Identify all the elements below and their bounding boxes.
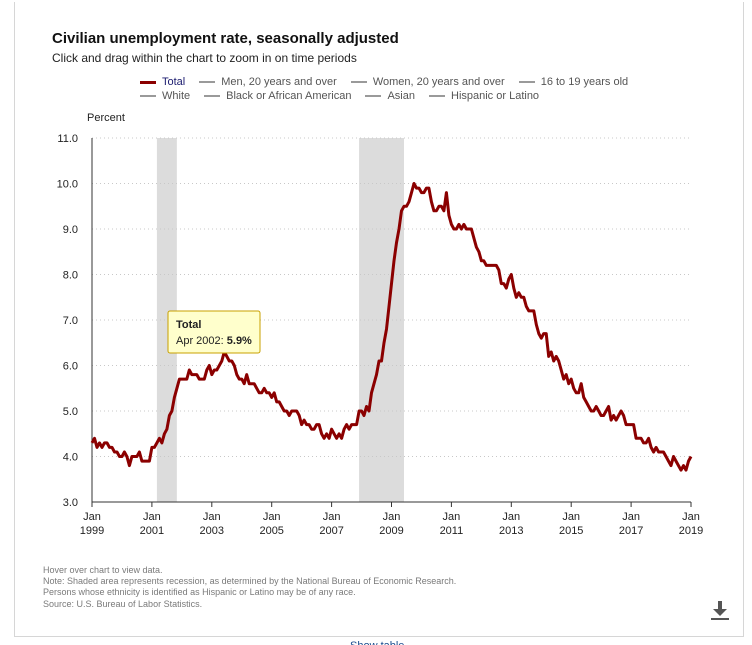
legend-line-icon bbox=[140, 95, 156, 97]
x-tick-label-year: 2003 bbox=[200, 525, 224, 537]
chart-panel bbox=[14, 2, 744, 637]
x-tick-label-month: Jan bbox=[323, 511, 341, 523]
x-tick-label-year: 2017 bbox=[619, 525, 643, 537]
y-tick-label: 6.0 bbox=[63, 361, 78, 373]
y-tick-label: 7.0 bbox=[63, 315, 78, 327]
line-chart[interactable]: 3.0 4.0 5.0 6.0 7.0 8.0 9.0 10.0 11.0 Jan 1999 Jan 2… bbox=[0, 0, 752, 560]
x-tick-label-year: 2007 bbox=[319, 525, 343, 537]
note-ethnicity: Persons whose ethnicity is identified as… bbox=[43, 587, 356, 598]
y-axis-label: Percent bbox=[87, 112, 125, 124]
x-tick-label-month: Jan bbox=[622, 511, 640, 523]
x-tick-label-month: Jan bbox=[83, 511, 101, 523]
legend-line-icon bbox=[350, 81, 367, 83]
y-tick-label: 9.0 bbox=[63, 224, 78, 236]
download-icon-glyph bbox=[711, 601, 729, 620]
x-tick-label-month: Jan bbox=[562, 511, 580, 523]
x-tick-label-year: 2013 bbox=[499, 525, 523, 537]
note-source: Source: U.S. Bureau of Labor Statistics. bbox=[43, 598, 203, 609]
x-tick-label-month: Jan bbox=[443, 511, 461, 523]
legend-item-asian[interactable]: Asian bbox=[365, 89, 415, 103]
x-tick-label-year: 2019 bbox=[679, 525, 703, 537]
y-tick-label: 4.0 bbox=[63, 452, 78, 464]
legend-item-black[interactable]: Black or African American bbox=[204, 89, 351, 103]
series-line-total bbox=[90, 182, 693, 472]
legend-item-total[interactable]: Total bbox=[140, 75, 185, 89]
tooltip-value: 5.9% bbox=[227, 335, 252, 347]
tooltip-title: Total bbox=[176, 319, 201, 331]
chart-subtitle: Click and drag within the chart to zoom … bbox=[52, 51, 357, 65]
x-tick-label-year: 2015 bbox=[559, 525, 583, 537]
note-hover: Hover over chart to view data. bbox=[43, 565, 163, 575]
legend-line-icon bbox=[140, 80, 156, 84]
note-recession: Note: Shaded area represents recession, … bbox=[43, 576, 457, 587]
legend-line-icon bbox=[365, 95, 382, 97]
download-icon[interactable] bbox=[708, 598, 732, 622]
x-tick-label-year: 1999 bbox=[80, 525, 104, 537]
legend-item-hispanic[interactable]: Hispanic or Latino bbox=[429, 89, 539, 103]
tooltip-box bbox=[167, 310, 261, 354]
legend-row-1: Total Men, 20 years and over Women, 20 y… bbox=[140, 75, 642, 89]
y-tick-label: 3.0 bbox=[63, 497, 78, 509]
chart-title: Civilian unemployment rate, seasonally a… bbox=[52, 30, 399, 47]
x-tick-label-month: Jan bbox=[502, 511, 520, 523]
chart-notes: Hover over chart to view data. Note: Sha… bbox=[43, 565, 456, 610]
legend-row-2: White Black or African American Asian Hi… bbox=[140, 89, 553, 103]
x-tick-label-month: Jan bbox=[682, 511, 700, 523]
legend-item-women[interactable]: Women, 20 years and over bbox=[350, 75, 505, 89]
tooltip-body: Apr 2002: 5.9% bbox=[176, 335, 252, 347]
recession-band bbox=[359, 138, 404, 502]
legend-line-icon bbox=[199, 81, 216, 83]
y-tick-label: 11.0 bbox=[57, 133, 78, 145]
x-tick-label-year: 2005 bbox=[259, 525, 283, 537]
x-tick-label-year: 2009 bbox=[379, 525, 403, 537]
y-tick-label: 8.0 bbox=[63, 270, 78, 282]
x-tick-label-month: Jan bbox=[263, 511, 281, 523]
x-tick-label-year: 2001 bbox=[140, 525, 164, 537]
y-tick-label: 5.0 bbox=[63, 406, 78, 418]
y-tick-label: 10.0 bbox=[57, 179, 78, 191]
series bbox=[90, 182, 693, 472]
tooltip-label: Apr 2002: bbox=[176, 335, 227, 347]
x-tick-label-year: 2011 bbox=[440, 525, 464, 537]
legend-item-teens[interactable]: 16 to 19 years old bbox=[518, 75, 628, 89]
legend-line-icon bbox=[429, 95, 445, 97]
show-table-link[interactable]: Show table bbox=[350, 640, 404, 645]
legend-item-men[interactable]: Men, 20 years and over bbox=[199, 75, 337, 89]
legend-line-icon bbox=[518, 81, 535, 83]
x-tick-label-month: Jan bbox=[143, 511, 161, 523]
tooltip: Total Apr 2002: 5.9% bbox=[167, 310, 261, 354]
x-tick-label-month: Jan bbox=[203, 511, 221, 523]
axes: 3.0 4.0 5.0 6.0 7.0 8.0 9.0 10.0 11.0 Jan 1999 Jan 2… bbox=[57, 133, 704, 537]
legend-item-white[interactable]: White bbox=[140, 89, 190, 103]
x-tick-label-month: Jan bbox=[383, 511, 401, 523]
legend-line-icon bbox=[204, 95, 221, 97]
